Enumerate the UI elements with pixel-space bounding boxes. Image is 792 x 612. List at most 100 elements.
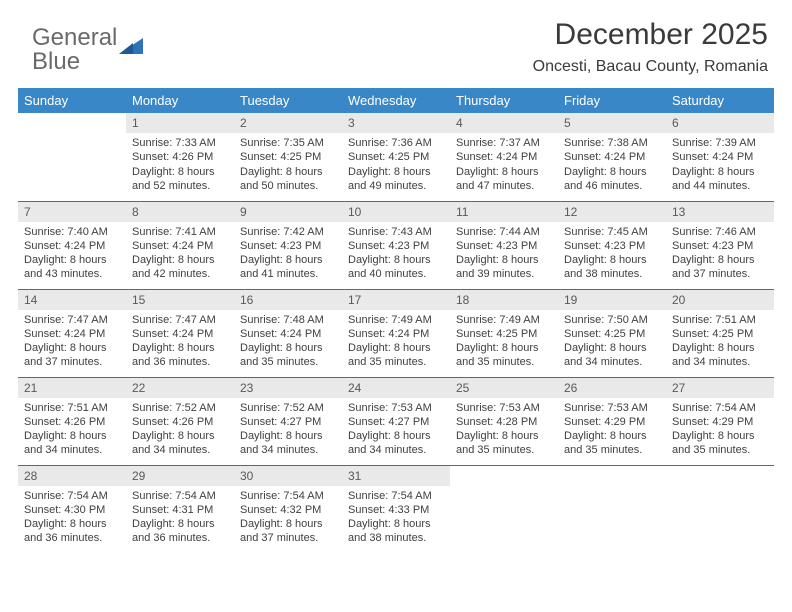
sunrise-text: Sunrise: 7:54 AM	[240, 489, 336, 503]
day-number: 9	[234, 202, 342, 222]
sunset-text: Sunset: 4:24 PM	[564, 150, 660, 164]
day-details: Sunrise: 7:46 AMSunset: 4:23 PMDaylight:…	[666, 222, 774, 288]
sunset-text: Sunset: 4:24 PM	[132, 327, 228, 341]
day-details: Sunrise: 7:54 AMSunset: 4:29 PMDaylight:…	[666, 398, 774, 464]
sunrise-text: Sunrise: 7:37 AM	[456, 136, 552, 150]
sunset-text: Sunset: 4:31 PM	[132, 503, 228, 517]
sunrise-text: Sunrise: 7:53 AM	[348, 401, 444, 415]
day-details: Sunrise: 7:49 AMSunset: 4:25 PMDaylight:…	[450, 310, 558, 376]
day-number: 12	[558, 202, 666, 222]
day-number: 21	[18, 378, 126, 398]
day-number: 18	[450, 290, 558, 310]
sunset-text: Sunset: 4:25 PM	[240, 150, 336, 164]
sunset-text: Sunset: 4:29 PM	[564, 415, 660, 429]
calendar-week-row: 28Sunrise: 7:54 AMSunset: 4:30 PMDayligh…	[18, 465, 774, 553]
daylight-text: Daylight: 8 hours and 38 minutes.	[348, 517, 444, 546]
calendar-day-cell: 20Sunrise: 7:51 AMSunset: 4:25 PMDayligh…	[666, 289, 774, 377]
day-details: Sunrise: 7:51 AMSunset: 4:25 PMDaylight:…	[666, 310, 774, 376]
day-number: 27	[666, 378, 774, 398]
sunset-text: Sunset: 4:25 PM	[456, 327, 552, 341]
day-details: Sunrise: 7:53 AMSunset: 4:29 PMDaylight:…	[558, 398, 666, 464]
day-number: 11	[450, 202, 558, 222]
daylight-text: Daylight: 8 hours and 40 minutes.	[348, 253, 444, 282]
calendar-week-row: 7Sunrise: 7:40 AMSunset: 4:24 PMDaylight…	[18, 201, 774, 289]
calendar-day-cell: 25Sunrise: 7:53 AMSunset: 4:28 PMDayligh…	[450, 377, 558, 465]
weekday-header: Tuesday	[234, 88, 342, 113]
daylight-text: Daylight: 8 hours and 36 minutes.	[132, 517, 228, 546]
calendar-day-cell: 14Sunrise: 7:47 AMSunset: 4:24 PMDayligh…	[18, 289, 126, 377]
calendar-day-cell: 2Sunrise: 7:35 AMSunset: 4:25 PMDaylight…	[234, 113, 342, 201]
calendar-week-row: 21Sunrise: 7:51 AMSunset: 4:26 PMDayligh…	[18, 377, 774, 465]
day-details: Sunrise: 7:53 AMSunset: 4:28 PMDaylight:…	[450, 398, 558, 464]
calendar-day-cell: 10Sunrise: 7:43 AMSunset: 4:23 PMDayligh…	[342, 201, 450, 289]
sunset-text: Sunset: 4:24 PM	[24, 239, 120, 253]
sunrise-text: Sunrise: 7:53 AM	[456, 401, 552, 415]
day-number: 24	[342, 378, 450, 398]
day-number: 22	[126, 378, 234, 398]
day-details: Sunrise: 7:54 AMSunset: 4:31 PMDaylight:…	[126, 486, 234, 552]
day-details: Sunrise: 7:43 AMSunset: 4:23 PMDaylight:…	[342, 222, 450, 288]
weekday-header: Sunday	[18, 88, 126, 113]
day-details: Sunrise: 7:33 AMSunset: 4:26 PMDaylight:…	[126, 133, 234, 199]
calendar-day-cell: 29Sunrise: 7:54 AMSunset: 4:31 PMDayligh…	[126, 465, 234, 553]
calendar-header-row: SundayMondayTuesdayWednesdayThursdayFrid…	[18, 88, 774, 113]
sunrise-text: Sunrise: 7:49 AM	[348, 313, 444, 327]
day-details: Sunrise: 7:37 AMSunset: 4:24 PMDaylight:…	[450, 133, 558, 199]
sunrise-text: Sunrise: 7:54 AM	[672, 401, 768, 415]
daylight-text: Daylight: 8 hours and 34 minutes.	[24, 429, 120, 458]
day-number: 28	[18, 466, 126, 486]
sunset-text: Sunset: 4:28 PM	[456, 415, 552, 429]
sunset-text: Sunset: 4:23 PM	[348, 239, 444, 253]
day-details: Sunrise: 7:51 AMSunset: 4:26 PMDaylight:…	[18, 398, 126, 464]
sunrise-text: Sunrise: 7:35 AM	[240, 136, 336, 150]
calendar-day-cell: 4Sunrise: 7:37 AMSunset: 4:24 PMDaylight…	[450, 113, 558, 201]
calendar-week-row: 14Sunrise: 7:47 AMSunset: 4:24 PMDayligh…	[18, 289, 774, 377]
sunrise-text: Sunrise: 7:52 AM	[132, 401, 228, 415]
day-details: Sunrise: 7:47 AMSunset: 4:24 PMDaylight:…	[126, 310, 234, 376]
daylight-text: Daylight: 8 hours and 36 minutes.	[24, 517, 120, 546]
calendar-day-cell: 11Sunrise: 7:44 AMSunset: 4:23 PMDayligh…	[450, 201, 558, 289]
calendar-day-cell: 30Sunrise: 7:54 AMSunset: 4:32 PMDayligh…	[234, 465, 342, 553]
sunrise-text: Sunrise: 7:47 AM	[24, 313, 120, 327]
day-details: Sunrise: 7:53 AMSunset: 4:27 PMDaylight:…	[342, 398, 450, 464]
daylight-text: Daylight: 8 hours and 37 minutes.	[672, 253, 768, 282]
calendar-day-cell: 31Sunrise: 7:54 AMSunset: 4:33 PMDayligh…	[342, 465, 450, 553]
day-number: 5	[558, 113, 666, 133]
sunrise-text: Sunrise: 7:42 AM	[240, 225, 336, 239]
daylight-text: Daylight: 8 hours and 36 minutes.	[132, 341, 228, 370]
daylight-text: Daylight: 8 hours and 52 minutes.	[132, 165, 228, 194]
day-number: 1	[126, 113, 234, 133]
day-number: 19	[558, 290, 666, 310]
daylight-text: Daylight: 8 hours and 50 minutes.	[240, 165, 336, 194]
calendar-table: SundayMondayTuesdayWednesdayThursdayFrid…	[18, 88, 774, 553]
daylight-text: Daylight: 8 hours and 34 minutes.	[564, 341, 660, 370]
sunrise-text: Sunrise: 7:54 AM	[132, 489, 228, 503]
sunset-text: Sunset: 4:26 PM	[132, 415, 228, 429]
month-title: December 2025	[533, 18, 768, 52]
weekday-header: Wednesday	[342, 88, 450, 113]
daylight-text: Daylight: 8 hours and 35 minutes.	[564, 429, 660, 458]
sunset-text: Sunset: 4:25 PM	[564, 327, 660, 341]
sunset-text: Sunset: 4:27 PM	[240, 415, 336, 429]
sunset-text: Sunset: 4:25 PM	[348, 150, 444, 164]
location-label: Oncesti, Bacau County, Romania	[533, 58, 768, 76]
day-number: 23	[234, 378, 342, 398]
sunrise-text: Sunrise: 7:49 AM	[456, 313, 552, 327]
weekday-header: Friday	[558, 88, 666, 113]
calendar-day-cell: 21Sunrise: 7:51 AMSunset: 4:26 PMDayligh…	[18, 377, 126, 465]
daylight-text: Daylight: 8 hours and 35 minutes.	[456, 429, 552, 458]
daylight-text: Daylight: 8 hours and 37 minutes.	[240, 517, 336, 546]
sunset-text: Sunset: 4:33 PM	[348, 503, 444, 517]
calendar-day-cell: 27Sunrise: 7:54 AMSunset: 4:29 PMDayligh…	[666, 377, 774, 465]
sunset-text: Sunset: 4:24 PM	[132, 239, 228, 253]
calendar-day-cell: 8Sunrise: 7:41 AMSunset: 4:24 PMDaylight…	[126, 201, 234, 289]
brand-part1: General	[32, 24, 117, 51]
day-number: 16	[234, 290, 342, 310]
calendar-day-cell: 6Sunrise: 7:39 AMSunset: 4:24 PMDaylight…	[666, 113, 774, 201]
sunrise-text: Sunrise: 7:54 AM	[348, 489, 444, 503]
sunset-text: Sunset: 4:32 PM	[240, 503, 336, 517]
day-number: 6	[666, 113, 774, 133]
daylight-text: Daylight: 8 hours and 34 minutes.	[132, 429, 228, 458]
sunset-text: Sunset: 4:27 PM	[348, 415, 444, 429]
sunrise-text: Sunrise: 7:39 AM	[672, 136, 768, 150]
